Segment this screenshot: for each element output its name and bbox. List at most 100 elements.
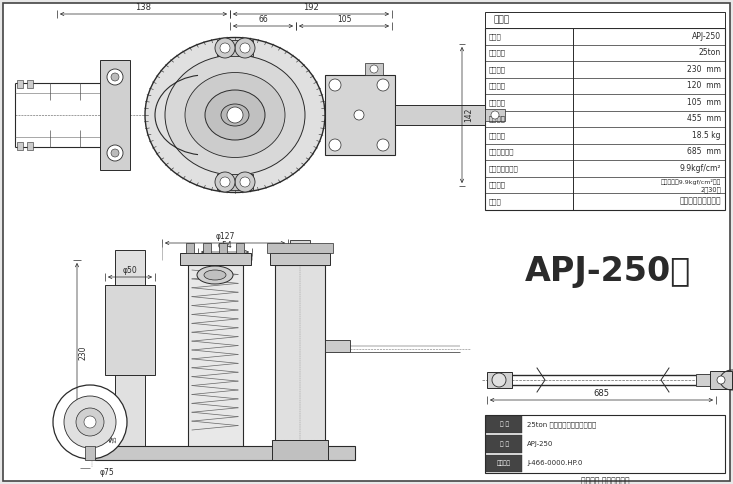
Text: 使用エアー圧力: 使用エアー圧力 [489,165,519,171]
Text: 塔装色: 塔装色 [489,198,502,205]
Bar [95,446,355,460]
Text: 株式会社 マサダ制作所: 株式会社 マサダ制作所 [581,477,630,484]
Text: 25ton: 25ton [699,48,721,57]
Ellipse shape [205,90,265,140]
Circle shape [240,177,250,187]
Circle shape [329,79,341,91]
Text: 138: 138 [136,3,152,12]
Text: 230  mm: 230 mm [687,65,721,74]
Text: 15: 15 [112,435,117,443]
Bar [485,12,725,28]
Text: ライトスカーレット: ライトスカーレット [679,197,721,206]
Bar [27,80,33,88]
Text: φ127: φ127 [216,232,235,241]
Text: 2分30秒: 2分30秒 [700,186,721,193]
Bar [487,372,512,388]
Bar [486,416,522,433]
Circle shape [492,373,506,387]
Circle shape [215,38,235,58]
Text: 型 式: 型 式 [499,441,509,447]
Text: 60: 60 [102,419,108,427]
Circle shape [717,376,725,384]
Text: φ50: φ50 [122,266,137,275]
Bar [217,40,253,56]
Circle shape [235,38,255,58]
Bar [217,174,253,190]
Bar [485,415,725,473]
Bar [27,142,33,150]
Text: 仕　様: 仕 様 [493,15,509,25]
Text: 名 称: 名 称 [499,422,509,427]
Ellipse shape [221,104,249,126]
Circle shape [64,396,116,448]
Text: 最低高さ: 最低高さ [489,66,506,73]
Circle shape [377,79,389,91]
Text: 9.9kgf/cm²: 9.9kgf/cm² [679,164,721,173]
Bar [180,253,251,265]
Ellipse shape [197,266,233,284]
Text: 120  mm: 120 mm [687,81,721,90]
Text: APJ-250: APJ-250 [692,32,721,41]
Text: ハンドル長さ: ハンドル長さ [489,149,515,155]
Bar [85,446,95,460]
Ellipse shape [165,55,305,175]
Text: J-466-0000.HP.0: J-466-0000.HP.0 [527,460,583,466]
Text: 型　式: 型 式 [489,33,502,40]
Bar [290,240,310,265]
Circle shape [84,416,96,428]
Bar [325,75,395,155]
Text: 油圧腴程: 油圧腴程 [489,82,506,89]
Circle shape [491,111,499,119]
Bar [203,243,211,253]
Circle shape [354,110,364,120]
Bar [219,243,227,253]
Text: 本体質量: 本体質量 [489,132,506,138]
Circle shape [220,43,230,53]
Circle shape [76,408,104,436]
Text: 105  mm: 105 mm [687,98,721,107]
Bar [696,374,711,386]
Bar [395,105,485,125]
Text: 685  mm: 685 mm [687,147,721,156]
Text: 25ton エアーハイドロジャッキ: 25ton エアーハイドロジャッキ [527,422,596,428]
Circle shape [240,43,250,53]
Text: 192: 192 [303,3,319,12]
Circle shape [111,73,119,81]
Circle shape [107,145,123,161]
Text: 230: 230 [79,346,88,360]
Text: φ75: φ75 [100,468,115,477]
Bar [485,109,505,121]
Text: 142: 142 [464,108,473,122]
Bar [267,243,333,253]
Text: 105: 105 [336,15,351,24]
Circle shape [227,107,243,123]
Bar [486,454,522,472]
Circle shape [329,139,341,151]
Circle shape [107,69,123,85]
Text: 呼称荷重: 呼称荷重 [489,49,506,56]
Bar [270,253,330,265]
Ellipse shape [145,37,325,193]
Circle shape [53,385,127,459]
Circle shape [377,139,389,151]
Bar [188,265,243,450]
Circle shape [215,172,235,192]
Text: 685: 685 [594,389,610,398]
Bar [325,340,350,352]
Text: 図面番号: 図面番号 [497,461,511,466]
Bar [186,243,194,253]
Bar [272,440,328,460]
Circle shape [235,172,255,192]
Bar [485,28,725,210]
Circle shape [111,149,119,157]
Bar [710,371,732,389]
Text: APJ-250: APJ-250 [527,441,553,447]
Bar [17,142,23,150]
Bar [105,285,155,375]
Text: φ54: φ54 [218,241,232,250]
Text: 66: 66 [258,15,268,24]
Text: 455  mm: 455 mm [687,114,721,123]
Text: 最高高さ: 最高高さ [489,116,506,122]
Bar [100,60,130,170]
Bar [236,243,244,253]
